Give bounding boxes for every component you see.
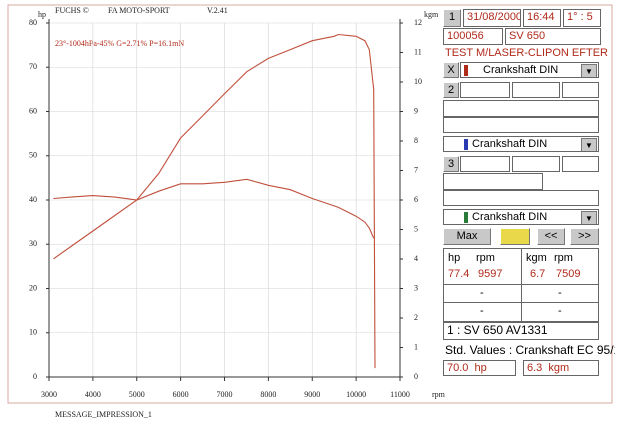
header: kgm <box>526 252 547 264</box>
max-button[interactable]: Max <box>443 228 491 245</box>
field <box>512 156 560 172</box>
dropdown[interactable]: Crankshaft DIN ▼ <box>443 209 599 225</box>
field <box>512 82 560 98</box>
reference-name: 1 : SV 650 AV1331 <box>443 322 599 340</box>
y2-tick-label: 4 <box>414 254 418 263</box>
y2-tick-label: 10 <box>414 77 422 86</box>
date: 31/08/2000 <box>463 9 521 27</box>
x-tick-label: 4000 <box>85 390 101 399</box>
correction: Crankshaft DIN <box>472 138 548 150</box>
x-tick-label: 7000 <box>217 390 233 399</box>
correction: Crankshaft DIN <box>472 211 548 223</box>
reference-hp: 70.0 hp <box>443 360 516 376</box>
line <box>53 178 375 239</box>
footer: MESSAGE_IMPRESSION_1 <box>55 410 152 419</box>
y-axis-label: hp <box>38 10 46 19</box>
close-button[interactable]: X <box>443 62 459 78</box>
reference-kgm: 6.3 kgm <box>523 360 599 376</box>
x-tick-label: 6000 <box>173 390 189 399</box>
y2-tick-label: 8 <box>414 136 418 145</box>
x-tick-label: 11000 <box>390 390 410 399</box>
y2-tick-label: 0 <box>414 372 418 381</box>
y2-tick-label: 6 <box>414 195 418 204</box>
run-number[interactable]: 1 <box>443 9 461 27</box>
company: FA MOTO-SPORT <box>108 6 170 15</box>
time: 16:44 <box>523 9 561 27</box>
placeholder: - <box>558 287 562 299</box>
placeholder: - <box>558 305 562 317</box>
y-tick-label: 80 <box>29 18 37 27</box>
y-tick-label: 50 <box>29 151 37 160</box>
y2-tick-label: 12 <box>414 18 422 27</box>
x-axis-label: rpm <box>432 390 446 399</box>
model: SV 650 <box>505 28 601 45</box>
reference-standard: Std. Values : Crankshaft EC 95/1 <box>445 343 615 357</box>
next-button[interactable]: >> <box>570 228 599 245</box>
x-tick-label: 8000 <box>260 390 276 399</box>
annotation: 23°-1004hPa-45% G=2.71% P=16.1mN <box>55 39 184 48</box>
value: 9597 <box>478 268 503 280</box>
field <box>443 117 599 133</box>
placeholder: - <box>480 305 484 317</box>
field <box>443 190 599 206</box>
y2-tick-label: 11 <box>414 47 422 56</box>
field <box>460 82 510 98</box>
y2-tick-label: 5 <box>414 224 418 233</box>
y-tick-label: 10 <box>29 328 37 337</box>
results-table: hp rpm kgm rpm 77.4 9597 6.7 7509 - - - … <box>443 248 599 322</box>
y2-tick-label: 3 <box>414 283 418 292</box>
frame <box>7 4 613 404</box>
prev-button[interactable]: << <box>537 228 565 245</box>
y-tick-label: 60 <box>29 106 37 115</box>
zoom-button[interactable] <box>500 228 530 245</box>
y-tick-label: 30 <box>29 239 37 248</box>
dropdown[interactable]: Crankshaft DIN ▼ <box>443 136 599 152</box>
id: 100056 <box>443 28 503 45</box>
field <box>460 156 510 172</box>
x-tick-label: 10000 <box>346 390 366 399</box>
correction: Crankshaft DIN <box>483 64 559 76</box>
y2-tick-label: 9 <box>414 106 418 115</box>
x-tick-label: 5000 <box>129 390 145 399</box>
value: 6.7 <box>530 268 546 280</box>
y2-tick-label: 2 <box>414 313 418 322</box>
y-tick-label: 0 <box>33 372 37 381</box>
ratio: 1° : 5 <box>563 9 601 27</box>
test: TEST M/LASER-CLIPON EFTER <box>445 47 608 59</box>
y2-tick-label: 1 <box>414 342 418 351</box>
version: V.2.41 <box>207 6 228 15</box>
y2-axis-label: kgm <box>424 10 439 19</box>
header: hp <box>448 252 461 264</box>
field <box>443 100 599 117</box>
y2-tick-label: 7 <box>414 165 418 174</box>
header: rpm <box>476 252 495 264</box>
line <box>53 33 376 369</box>
slot-number[interactable]: 2 <box>443 82 459 98</box>
y-tick-label: 40 <box>29 195 37 204</box>
value: 77.4 <box>448 268 470 280</box>
dropdown[interactable]: Crankshaft DIN ▼ <box>460 62 599 78</box>
placeholder: - <box>480 287 484 299</box>
x-tick-label: 9000 <box>304 390 320 399</box>
field <box>443 173 543 190</box>
y-tick-label: 20 <box>29 283 37 292</box>
field <box>562 82 599 98</box>
field <box>562 156 599 172</box>
header: rpm <box>554 252 573 264</box>
y-tick-label: 70 <box>29 62 37 71</box>
x-tick-label: 3000 <box>41 390 57 399</box>
value: 7509 <box>556 268 581 280</box>
slot-number[interactable]: 3 <box>443 156 459 172</box>
brand: FUCHS © <box>55 6 89 15</box>
